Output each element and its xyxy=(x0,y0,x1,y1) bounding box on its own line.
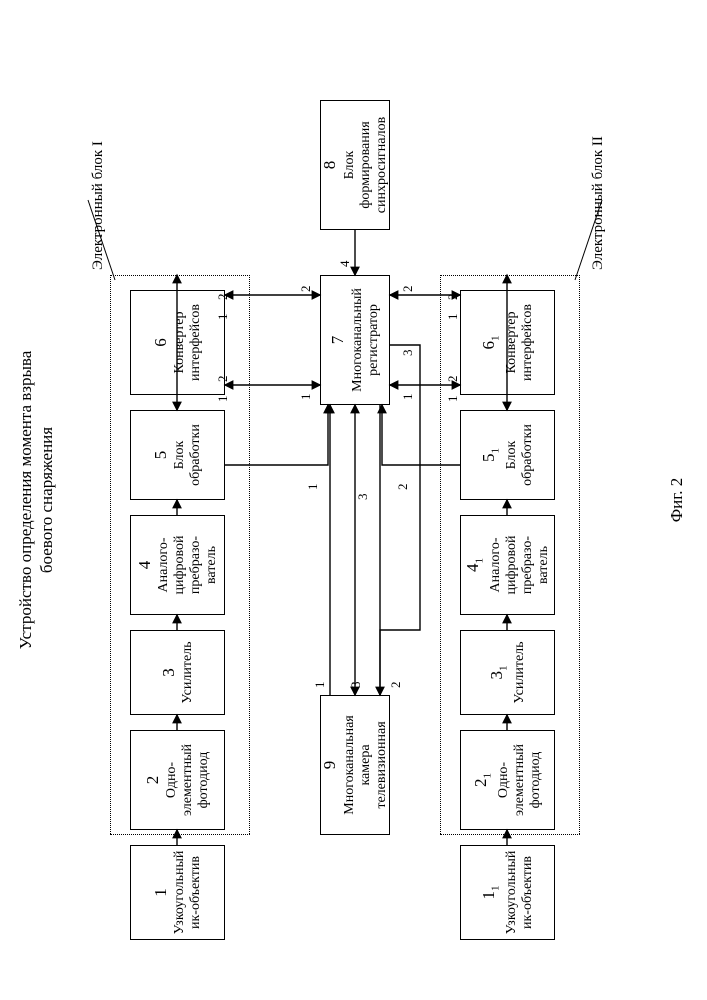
block-9: 9Многоканальнаякамерателевизионная xyxy=(320,695,390,835)
block-6: 6Конвертеринтерфейсов xyxy=(130,290,225,395)
block-1: 1Узкоугольныйик-объектив xyxy=(130,845,225,940)
block-41: 41Аналого-цифровойпребразо-ватель xyxy=(460,515,555,615)
block-51: 51Блокобработки xyxy=(460,410,555,500)
block-11: 11Узкоугольныйик-объектив xyxy=(460,845,555,940)
block-4: 4Аналого-цифровойпребразо-ватель xyxy=(130,515,225,615)
block-8: 8Блокформированиясинхросигналов xyxy=(320,100,390,230)
block-3: 3Усилитель xyxy=(130,630,225,715)
block-5: 5Блокобработки xyxy=(130,410,225,500)
block-7: 7Многоканальныйрегистратор xyxy=(320,275,390,405)
block-61: 61Конвертеринтерфейсов xyxy=(460,290,555,395)
block-21: 21Одно-элементныйфотодиод xyxy=(460,730,555,830)
block-31: 31Усилитель xyxy=(460,630,555,715)
block-2: 2Одно-элементныйфотодиод xyxy=(130,730,225,830)
